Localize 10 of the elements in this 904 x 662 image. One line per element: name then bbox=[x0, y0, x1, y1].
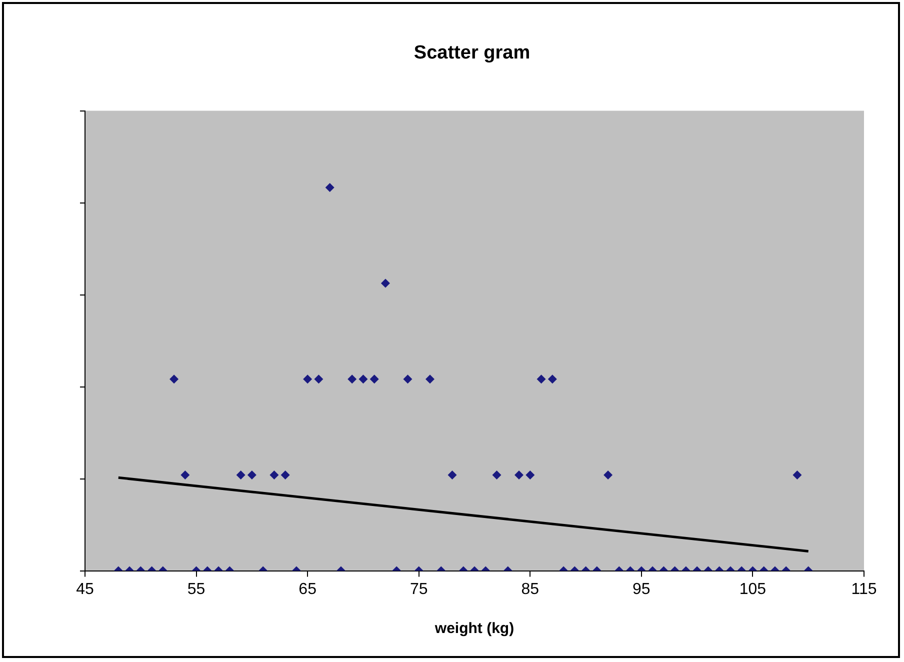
x-tick-label: 65 bbox=[298, 580, 317, 598]
x-tick-label: 115 bbox=[851, 580, 877, 598]
x-tick-label: 55 bbox=[187, 580, 206, 598]
x-axis-title: weight (kg) bbox=[434, 620, 514, 638]
x-tick-label: 105 bbox=[739, 580, 766, 598]
chart-title: Scatter gram bbox=[414, 42, 530, 64]
x-tick-label: 45 bbox=[76, 580, 94, 598]
x-tick-label: 85 bbox=[521, 580, 540, 598]
x-tick-label: 95 bbox=[632, 580, 650, 598]
x-tick-label: 75 bbox=[410, 580, 428, 598]
